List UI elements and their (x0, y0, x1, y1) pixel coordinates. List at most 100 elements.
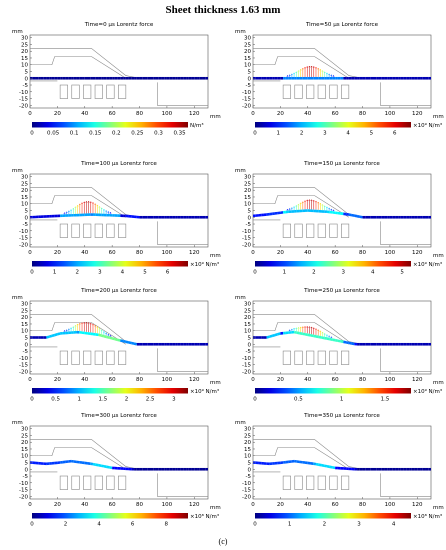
coil-turn (118, 350, 127, 365)
coil-turn (94, 223, 103, 238)
force-arrowhead (85, 321, 88, 324)
force-arrowhead (100, 207, 103, 210)
driver-outline (253, 447, 350, 470)
force-arrowhead (286, 75, 289, 77)
colorbar-unit-label: ×10⁹ N/m³ (413, 388, 442, 395)
force-arrowhead (96, 204, 99, 207)
force-arrowhead (288, 329, 291, 332)
x-tick-label: 60 (109, 502, 116, 508)
y-tick-label: 0 (248, 467, 252, 473)
die-outline (30, 314, 140, 345)
x-unit-label: mm (433, 253, 444, 259)
colorbar (255, 513, 411, 519)
y-tick-label: -20 (19, 494, 28, 500)
y-tick-label: 5 (248, 461, 252, 467)
force-arrowhead (330, 336, 333, 338)
plot-frame (29, 300, 209, 375)
colorbar-tick-label: 4 (121, 270, 125, 276)
coil-turn (71, 223, 80, 238)
x-tick-label: 0 (251, 250, 255, 256)
y-tick-label: 10 (244, 63, 251, 69)
driver-outline (253, 56, 350, 79)
y-tick-label: 5 (25, 209, 29, 215)
force-arrowhead (299, 202, 302, 205)
coil-turn (282, 84, 291, 99)
sheet-segment (312, 334, 317, 338)
force-arrowhead (81, 202, 83, 205)
sheet-segment (128, 341, 132, 345)
coil-turn (94, 475, 103, 490)
coil-turn (306, 223, 315, 238)
base-outline (380, 473, 431, 497)
panel-title: Time=200 µs Lorentz force (80, 288, 157, 294)
y-tick-label: 0 (248, 215, 252, 221)
y-tick-label: 15 (244, 447, 251, 453)
x-tick-label: 20 (54, 250, 61, 256)
coil-turn (317, 475, 326, 490)
force-arrowhead (330, 208, 333, 211)
force-arrowhead (325, 72, 328, 75)
force-arrowhead (323, 71, 326, 74)
y-tick-label: -20 (242, 494, 251, 500)
sheet-segment (266, 335, 270, 339)
force-arrowhead (317, 329, 320, 331)
coil-turn (71, 350, 80, 365)
panel-t350: Time=350 µs Lorentz forcemmmm30252015105… (235, 413, 444, 528)
force-arrowhead (297, 70, 300, 72)
force-arrowhead (312, 327, 315, 329)
sheet-segment (48, 334, 53, 338)
y-tick-label: 30 (244, 36, 251, 42)
sheet-segment (109, 336, 113, 340)
force-arrowhead (308, 65, 311, 68)
y-tick-label: 30 (21, 302, 28, 308)
panel-title: Time=300 µs Lorentz force (80, 413, 157, 419)
y-tick-label: 0 (25, 342, 29, 348)
force-arrowhead (293, 206, 296, 208)
y-tick-label: 15 (21, 56, 28, 62)
x-tick-label: 20 (277, 377, 284, 383)
colorbar-tick-label: 0 (253, 522, 257, 528)
x-tick-label: 0 (28, 502, 32, 508)
coil-turn (94, 84, 103, 99)
sheet-segment (122, 339, 127, 344)
force-arrowhead (70, 209, 73, 211)
panel-t0: Time=0 µs Lorentz forcemmmm302520151050-… (12, 22, 221, 137)
y-unit-label: mm (235, 420, 246, 426)
x-tick-label: 80 (359, 250, 366, 256)
force-arrowhead (325, 206, 328, 209)
coil-turn (94, 350, 103, 365)
coil-turn (106, 475, 115, 490)
colorbar-tick-label: 4 (371, 270, 375, 276)
x-tick-label: 40 (304, 377, 311, 383)
y-tick-label: 30 (21, 36, 28, 42)
colorbar-tick-label: 3 (357, 522, 361, 528)
sheet-segment (343, 340, 347, 344)
x-tick-label: 100 (385, 250, 396, 256)
y-tick-label: -10 (19, 90, 28, 96)
y-tick-label: -5 (23, 222, 29, 228)
x-tick-label: 120 (189, 111, 200, 117)
sheet-segment (296, 331, 300, 335)
y-tick-label: -15 (19, 97, 28, 103)
panel-title: Time=150 µs Lorentz force (303, 161, 380, 167)
coil-turn (106, 223, 115, 238)
y-unit-label: mm (12, 168, 23, 174)
y-unit-label: mm (235, 168, 246, 174)
sheet-segment (46, 335, 50, 339)
y-tick-label: -15 (242, 236, 251, 242)
y-tick-label: 10 (21, 202, 28, 208)
die-outline (30, 439, 140, 470)
colorbar (255, 261, 411, 267)
force-arrowhead (317, 201, 320, 204)
force-arrowhead (306, 199, 309, 202)
base-outline (157, 82, 208, 106)
sheet-segment (351, 213, 355, 217)
force-arrowhead (299, 326, 302, 329)
die-outline (253, 314, 363, 345)
x-unit-label: mm (210, 253, 221, 259)
coil-turn (106, 84, 115, 99)
force-arrowhead (330, 74, 333, 77)
sheet-segment (340, 340, 344, 344)
coil-turn (106, 350, 115, 365)
force-arrowhead (98, 327, 101, 330)
